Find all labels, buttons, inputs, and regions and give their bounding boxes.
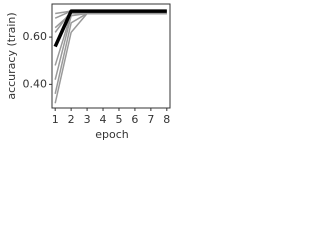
x-axis-label: epoch: [95, 128, 129, 141]
series-line: [54, 12, 167, 94]
x-tick-label: 7: [147, 113, 154, 126]
x-tick-label: 8: [163, 113, 170, 126]
chart: epoch accuracy (train) 0.40 0.60 1 2 3 4 5 6 7 8: [5, 3, 171, 141]
y-tick-label: 0.60: [23, 30, 48, 43]
series-line: [53, 9, 167, 48]
x-tick-label: 6: [131, 113, 138, 126]
series-line: [54, 12, 167, 80]
x-tick-label: 3: [84, 113, 91, 126]
x-tick-label: 2: [68, 113, 75, 126]
page: epoch accuracy (train) 0.40 0.60 1 2 3 4 5 6 7 8 …: [5, 3, 171, 141]
series-line: [54, 12, 167, 66]
series-line: [54, 12, 167, 29]
y-axis-label: accuracy (train): [5, 12, 18, 99]
series-line: [54, 12, 167, 104]
x-tick-label: 1: [52, 113, 59, 126]
x-tick-label: 4: [100, 113, 107, 126]
x-tick-label: 5: [115, 113, 122, 126]
plot-frame: [51, 3, 171, 109]
y-tick-label: 0.40: [23, 77, 48, 90]
